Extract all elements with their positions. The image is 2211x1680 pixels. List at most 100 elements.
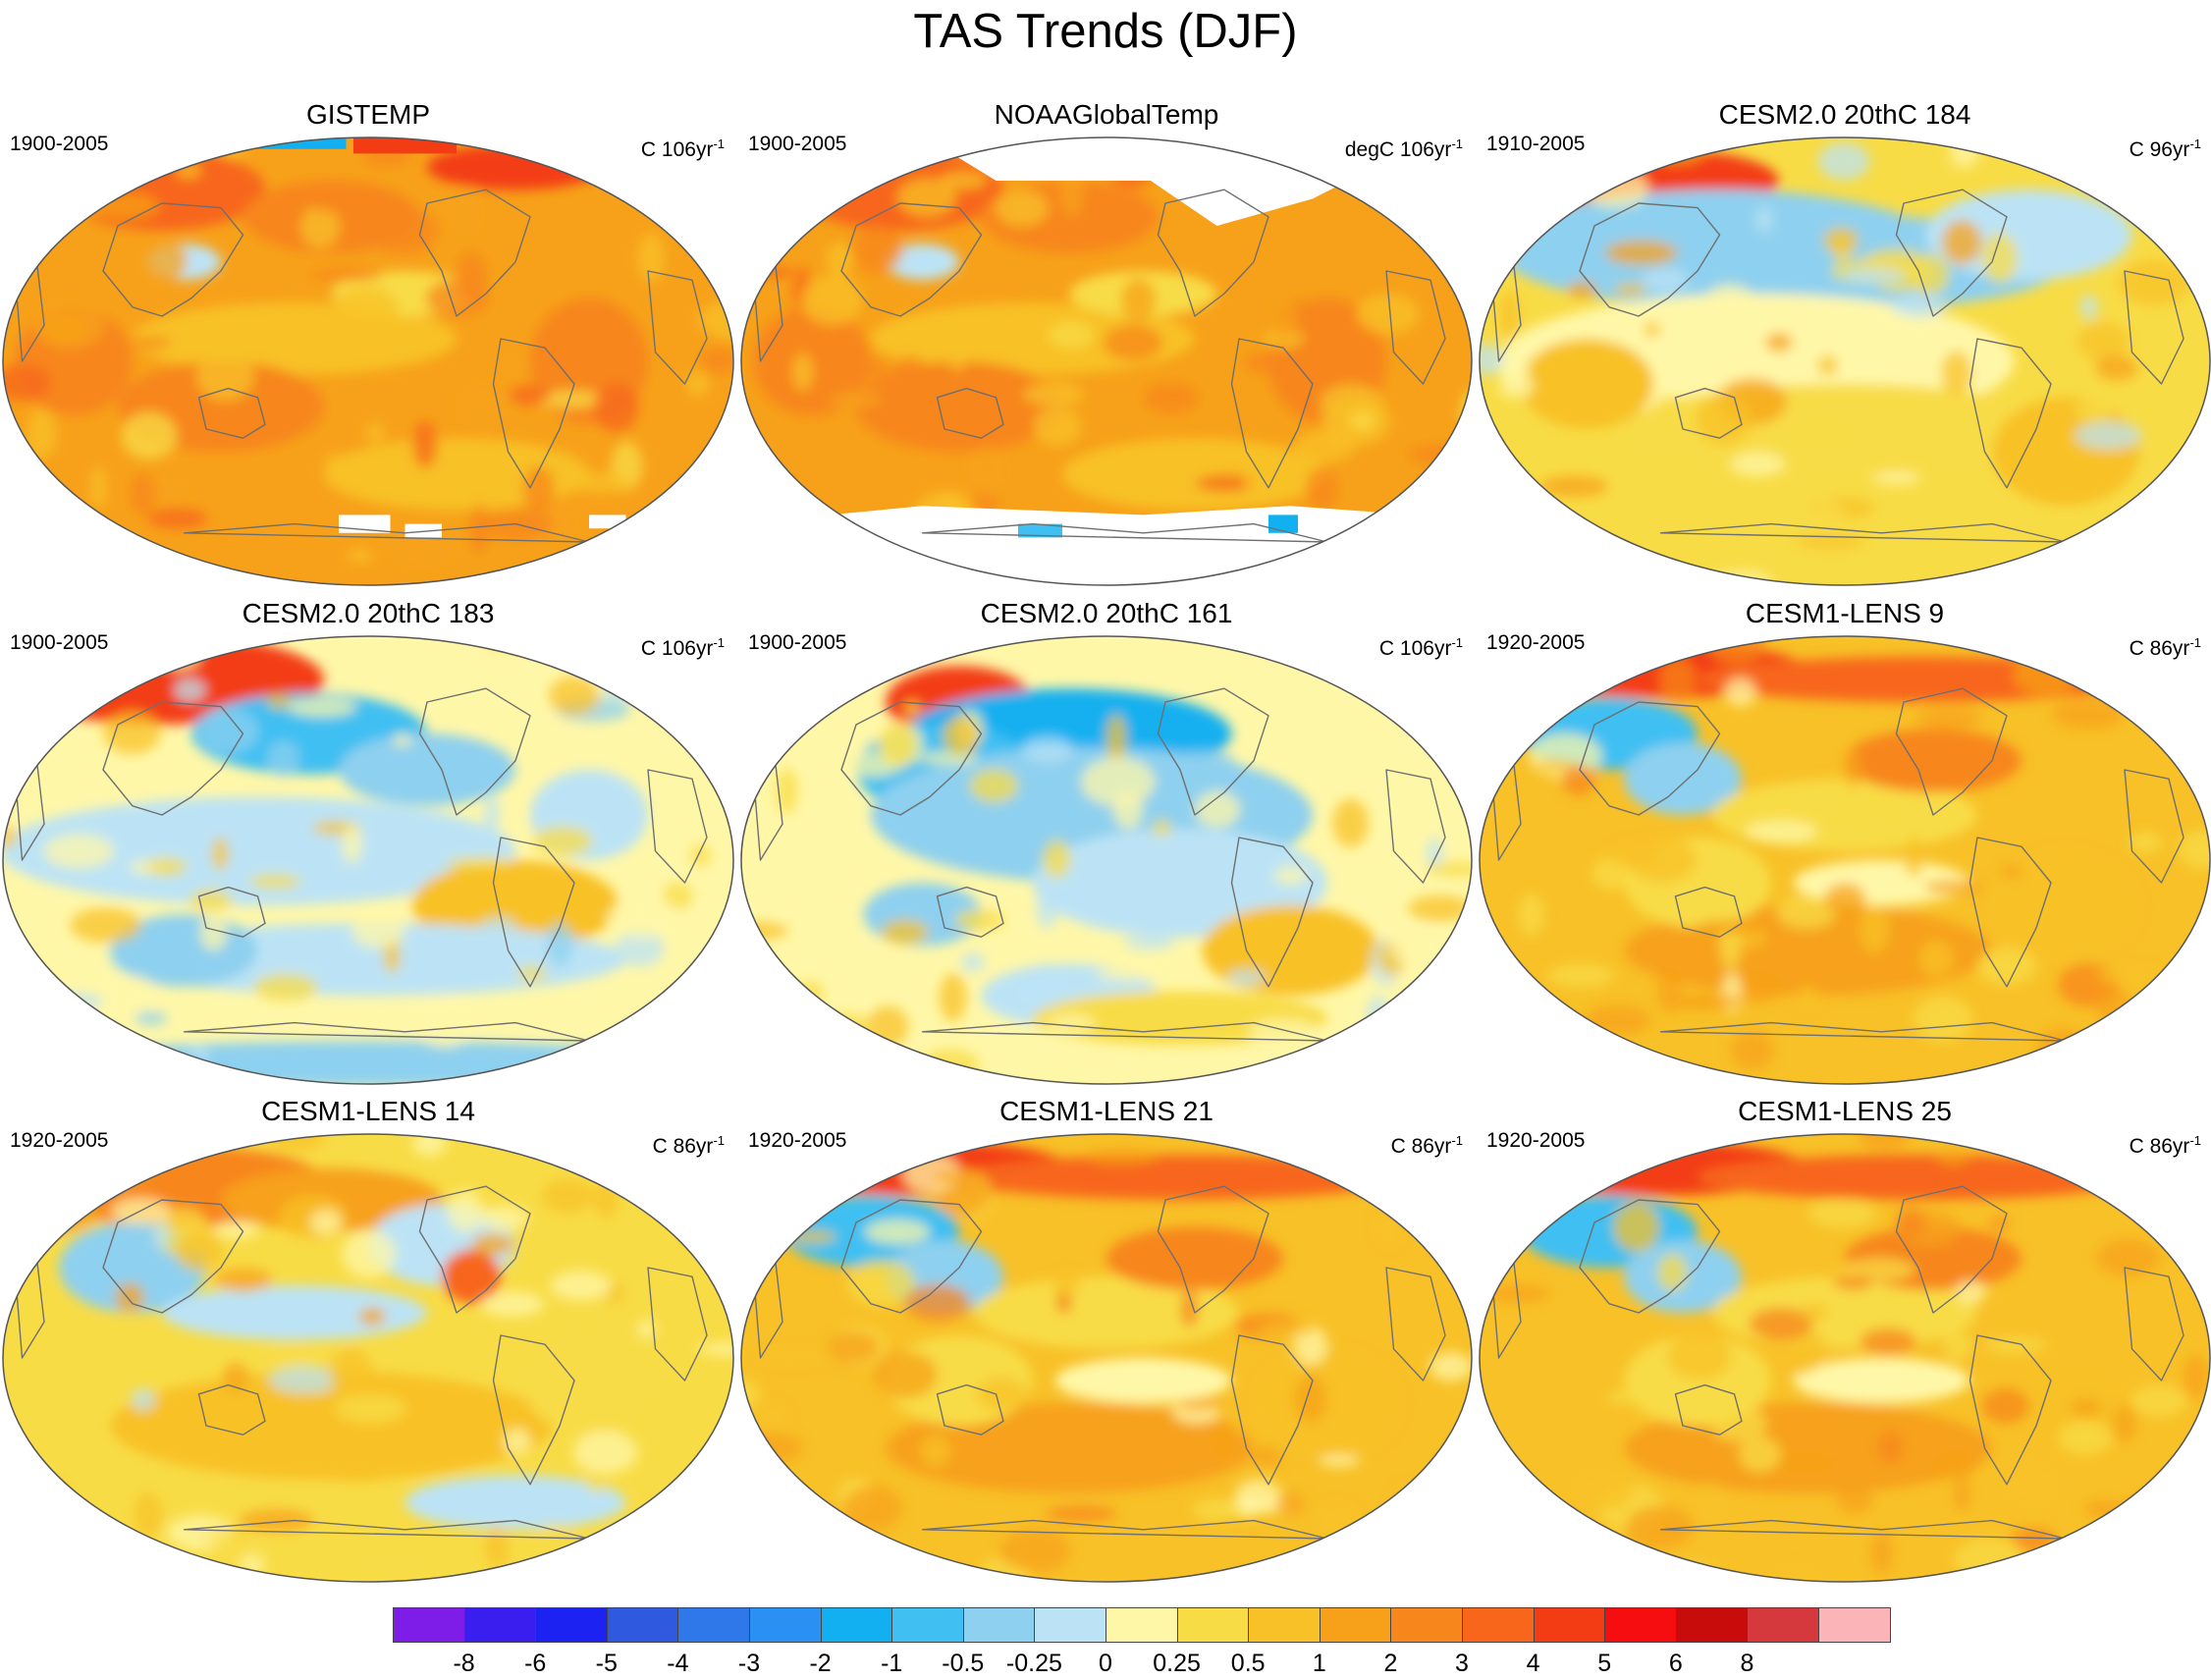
trend-patch [1808, 1198, 1876, 1228]
trend-patch [266, 1344, 314, 1365]
trend-patch [1870, 1531, 1894, 1575]
trend-patch [793, 981, 825, 1006]
trend-patch [1480, 1158, 1529, 1196]
trend-patch [1480, 343, 1504, 376]
trend-patch [471, 1233, 514, 1256]
trend-patch [873, 1351, 938, 1399]
trend-patch [2000, 865, 2023, 879]
trend-patch [954, 908, 1005, 932]
trend-region [162, 1285, 427, 1340]
trend-region [1268, 515, 1298, 533]
colorbar-label: -5 [595, 1650, 618, 1677]
panel-units: C 86yr-1 [2130, 630, 2201, 662]
coastline [197, 886, 266, 938]
trend-region [1521, 339, 1653, 429]
trend-patch [1724, 677, 1756, 707]
trend-patch [935, 1170, 969, 1185]
trend-region [59, 148, 265, 231]
trend-patch [1877, 1431, 1904, 1464]
trend-patch [214, 1220, 259, 1239]
map-8 [740, 1133, 1473, 1583]
panel-units: degC 106yr-1 [1345, 132, 1463, 163]
panel-units-main: C 106yr [640, 138, 714, 161]
trend-patch [147, 508, 208, 529]
trend-region [1624, 1335, 1771, 1426]
trend-patch [1425, 187, 1443, 220]
trend-patch [2183, 1355, 2209, 1400]
trend-patch [1567, 281, 1597, 298]
trend-patch [892, 355, 929, 390]
trend-patch [39, 314, 87, 345]
trend-region [236, 137, 347, 149]
trend-patch [1251, 1446, 1283, 1467]
coastline [1157, 1185, 1269, 1314]
trend-patch [1257, 1323, 1317, 1336]
trend-patch [1047, 1013, 1096, 1033]
panel-title: CESM1-LENS 14 [261, 1096, 475, 1126]
coastline [936, 387, 1004, 439]
trend-patch [1817, 142, 1870, 181]
trend-patch [758, 1349, 826, 1364]
trend-patch [482, 1413, 508, 1445]
colorbar-swatch [1533, 1607, 1606, 1643]
panel-period: 1900-2005 [748, 631, 847, 654]
map-panel: NOAAGlobalTemp 1900-2005 degC 106yr-1 [738, 98, 1475, 597]
trend-patch [827, 1330, 880, 1363]
trend-patch [1943, 1331, 1973, 1361]
trend-region [339, 733, 515, 806]
trend-patch [546, 922, 573, 968]
trend-patch [1614, 283, 1647, 297]
missing-data [589, 515, 626, 529]
trend-patch [480, 1291, 545, 1318]
coastline [921, 1021, 1328, 1042]
trend-patch [904, 1284, 971, 1322]
trend-patch [1658, 656, 1697, 703]
trend-patch [1817, 354, 1838, 376]
trend-patch [458, 385, 504, 428]
trend-patch [2052, 698, 2125, 730]
trend-patch [1360, 1055, 1421, 1084]
panel-units-main: C 106yr [1378, 637, 1452, 660]
coastline [1895, 189, 2008, 317]
colorbar-swatch [393, 1607, 465, 1643]
trend-patch [1384, 575, 1432, 585]
trend-patch [1095, 967, 1160, 982]
trend-patch [196, 707, 260, 755]
trend-patch [1080, 757, 1156, 807]
colorbar-label: 2 [1383, 1650, 1398, 1677]
coastline [1968, 1334, 2052, 1486]
colorbar-label: 6 [1668, 1650, 1683, 1677]
coastline [102, 701, 244, 816]
trend-patch [1123, 936, 1176, 950]
trend-patch [214, 1268, 273, 1292]
trend-patch [1547, 963, 1615, 988]
coastline [1157, 189, 1269, 317]
trend-patch [222, 1362, 249, 1391]
trend-patch [351, 915, 405, 948]
map-panel: CESM2.0 20thC 161 1900-2005 C 106yr-1 [738, 597, 1475, 1096]
trend-patch [532, 826, 593, 857]
coastline [1968, 837, 2052, 988]
map-container [738, 1132, 1475, 1589]
trend-patch [2045, 431, 2077, 477]
coastline [647, 769, 708, 884]
trend-patch [1408, 894, 1472, 922]
coastline [492, 338, 575, 489]
trend-patch [104, 975, 159, 1019]
trend-patch [2062, 1572, 2130, 1582]
panel-title: CESM2.0 20thC 161 [980, 598, 1233, 628]
trend-patch [549, 676, 600, 716]
trend-patch [1568, 1470, 1634, 1511]
trend-patch [1653, 395, 1686, 411]
panel-period: 1900-2005 [10, 631, 109, 654]
trend-patch [1033, 406, 1082, 447]
trend-patch [146, 857, 188, 877]
trend-patch [1795, 534, 1865, 550]
coastline [2124, 270, 2184, 385]
coastline [1385, 270, 1446, 385]
trend-patch [2157, 1523, 2179, 1555]
map-1 [2, 136, 734, 586]
coastline [1895, 687, 2008, 816]
colorbar-label: 5 [1597, 1650, 1612, 1677]
trend-region [404, 1475, 626, 1530]
